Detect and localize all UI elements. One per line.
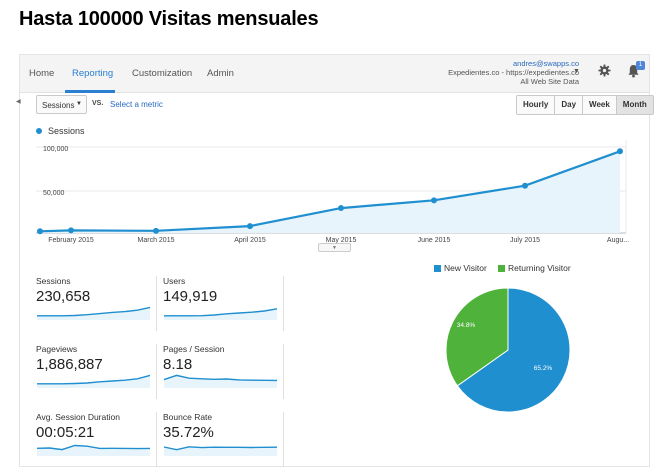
- select-metric-link[interactable]: Select a metric: [110, 100, 163, 109]
- sessions-data-point[interactable]: [338, 205, 344, 212]
- sparkline-area: [37, 307, 150, 320]
- tile-pages-per-session[interactable]: Pages / Session 8.18: [163, 344, 284, 399]
- x-tick-label: February 2015: [48, 237, 94, 244]
- gear-icon[interactable]: [598, 64, 611, 77]
- account-switcher[interactable]: andres@swapps.co Expedientes.co - https:…: [448, 59, 579, 86]
- pie-label-new-visitor: 65.2%: [534, 365, 553, 372]
- tile-value: 230,658: [36, 288, 91, 305]
- sparkline: [37, 374, 151, 388]
- sessions-data-point[interactable]: [247, 223, 253, 230]
- nav-reporting[interactable]: Reporting: [72, 68, 114, 79]
- tile-avg-session-duration[interactable]: Avg. Session Duration 00:05:21: [36, 412, 157, 467]
- sparkline: [164, 308, 278, 320]
- nav-admin[interactable]: Admin: [207, 68, 234, 79]
- sparkline: [36, 444, 151, 456]
- tile-label: Users: [163, 276, 186, 286]
- sparkline-line: [37, 374, 151, 385]
- account-property: Expedientes.co - https://expedientes.co: [448, 68, 579, 77]
- tile-bounce-rate[interactable]: Bounce Rate 35.72%: [163, 412, 284, 467]
- tile-label: Sessions: [36, 276, 71, 286]
- y-tick-label: 50,000: [43, 190, 65, 197]
- sparkline: [163, 374, 278, 388]
- metric-dropdown-value: Sessions: [42, 101, 75, 110]
- sparkline-line: [163, 374, 278, 382]
- x-tick-label: June 2015: [418, 237, 451, 244]
- sparkline-area: [164, 308, 277, 320]
- chart-range-handle[interactable]: ▼: [318, 243, 351, 252]
- tile-users[interactable]: Users 149,919: [163, 276, 284, 331]
- collapse-sidebar-icon[interactable]: ◀: [16, 99, 21, 105]
- visitor-type-pie-chart: 65.2% 34.8%: [445, 287, 571, 413]
- sessions-legend-label: Sessions: [48, 126, 85, 136]
- pie-label-returning-visitor: 34.8%: [457, 322, 476, 329]
- tile-label: Pageviews: [36, 344, 78, 354]
- legend-returning-visitor: Returning Visitor: [498, 263, 571, 273]
- chevron-down-icon: ▼: [76, 101, 82, 107]
- sessions-series-line: [39, 150, 621, 233]
- sessions-data-point[interactable]: [431, 197, 437, 204]
- tile-label: Pages / Session: [163, 344, 225, 354]
- tile-value: 00:05:21: [36, 424, 95, 441]
- account-view: All Web Site Data: [520, 77, 579, 86]
- sparkline-line: [37, 306, 151, 317]
- period-month-button[interactable]: Month: [616, 96, 653, 114]
- y-tick-label: 100,000: [43, 146, 68, 153]
- sessions-data-point[interactable]: [617, 148, 623, 155]
- tile-pageviews[interactable]: Pageviews 1,886,887: [36, 344, 157, 399]
- x-tick-label: April 2015: [234, 237, 266, 244]
- period-hourly-button[interactable]: Hourly: [517, 96, 556, 114]
- sessions-data-point[interactable]: [153, 227, 159, 234]
- sparkline-area: [164, 375, 277, 388]
- sparkline: [37, 306, 151, 320]
- legend-swatch: [498, 265, 505, 272]
- pie-slice-new-visitor[interactable]: [456, 287, 571, 413]
- sessions-data-point[interactable]: [37, 228, 43, 235]
- metric-dropdown[interactable]: Sessions ▼: [36, 95, 87, 114]
- x-tick-label: July 2015: [510, 237, 540, 244]
- legend-label: New Visitor: [444, 263, 487, 273]
- sparkline-area: [37, 445, 150, 456]
- sessions-area-fill: [40, 151, 620, 233]
- tile-value: 35.72%: [163, 424, 214, 441]
- tile-label: Bounce Rate: [163, 412, 213, 422]
- sparkline-line: [36, 444, 151, 451]
- x-tick-label: May 2015: [326, 237, 357, 244]
- sessions-data-point[interactable]: [522, 182, 528, 189]
- legend-new-visitor: New Visitor: [434, 263, 487, 273]
- period-week-button[interactable]: Week: [583, 96, 617, 114]
- sparkline-line: [163, 446, 278, 451]
- pie-slice-returning-visitor[interactable]: [445, 287, 509, 387]
- tile-value: 149,919: [163, 288, 218, 305]
- tile-label: Avg. Session Duration: [36, 412, 120, 422]
- sparkline-line: [164, 308, 278, 317]
- chevron-down-icon[interactable]: ▼: [573, 68, 580, 75]
- tile-value: 8.18: [163, 356, 193, 373]
- account-email: andres@swapps.co: [513, 59, 579, 68]
- tile-sessions[interactable]: Sessions 230,658: [36, 276, 157, 331]
- vs-label: VS.: [92, 100, 104, 107]
- nav-home[interactable]: Home: [29, 68, 55, 79]
- nav-customization[interactable]: Customization: [132, 68, 193, 79]
- period-day-button[interactable]: Day: [555, 96, 584, 114]
- sparkline-area: [164, 446, 277, 456]
- sessions-legend-marker: [36, 128, 42, 134]
- x-tick-label: March 2015: [138, 237, 175, 244]
- top-nav: Home Reporting Customization Admin andre…: [20, 55, 649, 93]
- sparkline: [163, 446, 278, 456]
- x-tick-label: Augu...: [607, 237, 629, 244]
- legend-swatch: [434, 265, 441, 272]
- sessions-data-point[interactable]: [68, 227, 74, 234]
- page-title: Hasta 100000 Visitas mensuales: [19, 8, 319, 30]
- notification-badge: 1: [636, 61, 645, 70]
- period-selector: Hourly Day Week Month: [516, 95, 654, 115]
- active-tab-indicator: [65, 90, 115, 93]
- sparkline-area: [37, 375, 150, 388]
- tile-value: 1,886,887: [36, 356, 103, 373]
- legend-label: Returning Visitor: [508, 263, 571, 273]
